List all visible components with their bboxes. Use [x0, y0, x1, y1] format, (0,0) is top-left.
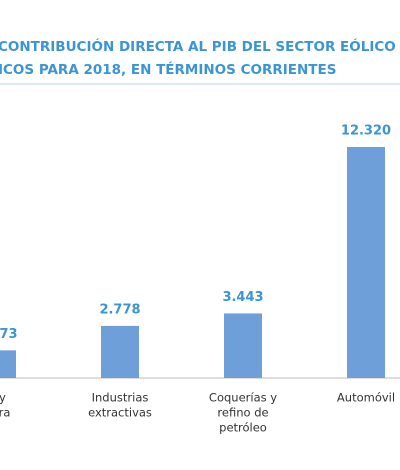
value-label: 1.473 — [0, 327, 18, 342]
x-tick-label: Automóvil — [337, 391, 395, 405]
chart-title: ICOS PARA 2018, EN TÉRMINOS CORRIENTES — [0, 61, 336, 78]
bar — [0, 350, 16, 378]
x-tick-label: refino de — [217, 406, 268, 420]
bar — [347, 147, 385, 378]
value-label: 2.778 — [99, 302, 140, 317]
bar — [101, 325, 139, 378]
x-tick-label: a y — [0, 391, 6, 405]
x-tick-label: extractivas — [88, 406, 152, 420]
value-label: 3.443 — [222, 290, 263, 305]
x-tick-label: Industrias — [92, 391, 149, 405]
x-tick-label: petróleo — [219, 421, 267, 435]
x-tick-label: ltura — [0, 406, 10, 420]
chart-title: CONTRIBUCIÓN DIRECTA AL PIB DEL SECTOR E… — [0, 37, 396, 55]
bar — [224, 313, 262, 378]
value-label: 12.320 — [341, 124, 391, 139]
x-tick-label: Coquerías y — [209, 391, 277, 405]
